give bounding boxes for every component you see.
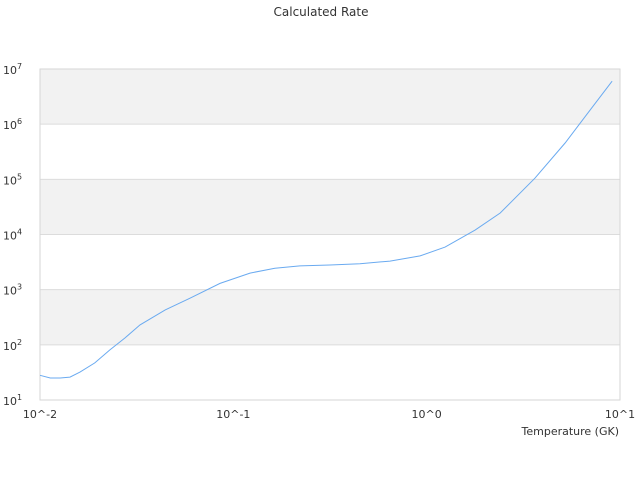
x-tick-label: 10^-1: [216, 408, 250, 421]
y-tick-exponent: 3: [17, 283, 22, 292]
y-tick-label: 103: [3, 283, 22, 298]
x-axis-labels: 10^-2 10^-1 10^0 10^1: [23, 408, 635, 421]
y-tick-exponent: 4: [17, 228, 22, 237]
y-tick-label: 107: [3, 62, 22, 77]
x-tick-label: 10^1: [605, 408, 635, 421]
y-tick-base: 10: [3, 340, 17, 353]
x-tick-label: 10^-2: [23, 408, 57, 421]
y-tick-base: 10: [3, 119, 17, 132]
y-tick-base: 10: [3, 285, 17, 298]
y-tick-exponent: 7: [17, 62, 22, 71]
y-tick-exponent: 2: [17, 338, 22, 347]
series-line: [39, 80, 613, 379]
y-tick-label: 105: [3, 172, 22, 187]
x-tick-label: 10^0: [412, 408, 442, 421]
plot-bands: [40, 69, 620, 345]
x-axis-label: Temperature (GK): [521, 425, 620, 438]
y-tick-base: 10: [3, 230, 17, 243]
y-tick-base: 10: [3, 64, 17, 77]
plot-band: [40, 289, 620, 345]
plot-band: [40, 69, 620, 125]
y-tick-base: 10: [3, 174, 17, 187]
y-tick-exponent: 1: [17, 393, 22, 402]
y-tick-exponent: 5: [17, 172, 22, 181]
y-tick-exponent: 6: [17, 117, 22, 126]
y-tick-label: 102: [3, 338, 22, 353]
y-tick-label: 106: [3, 117, 22, 132]
plot-band: [40, 179, 620, 235]
series-points: [39, 81, 613, 379]
plot-frame: [39, 68, 621, 401]
chart-title: Calculated Rate: [274, 5, 369, 19]
y-tick-base: 10: [3, 395, 17, 408]
y-tick-label: 101: [3, 393, 22, 408]
y-tick-label: 104: [3, 228, 22, 243]
